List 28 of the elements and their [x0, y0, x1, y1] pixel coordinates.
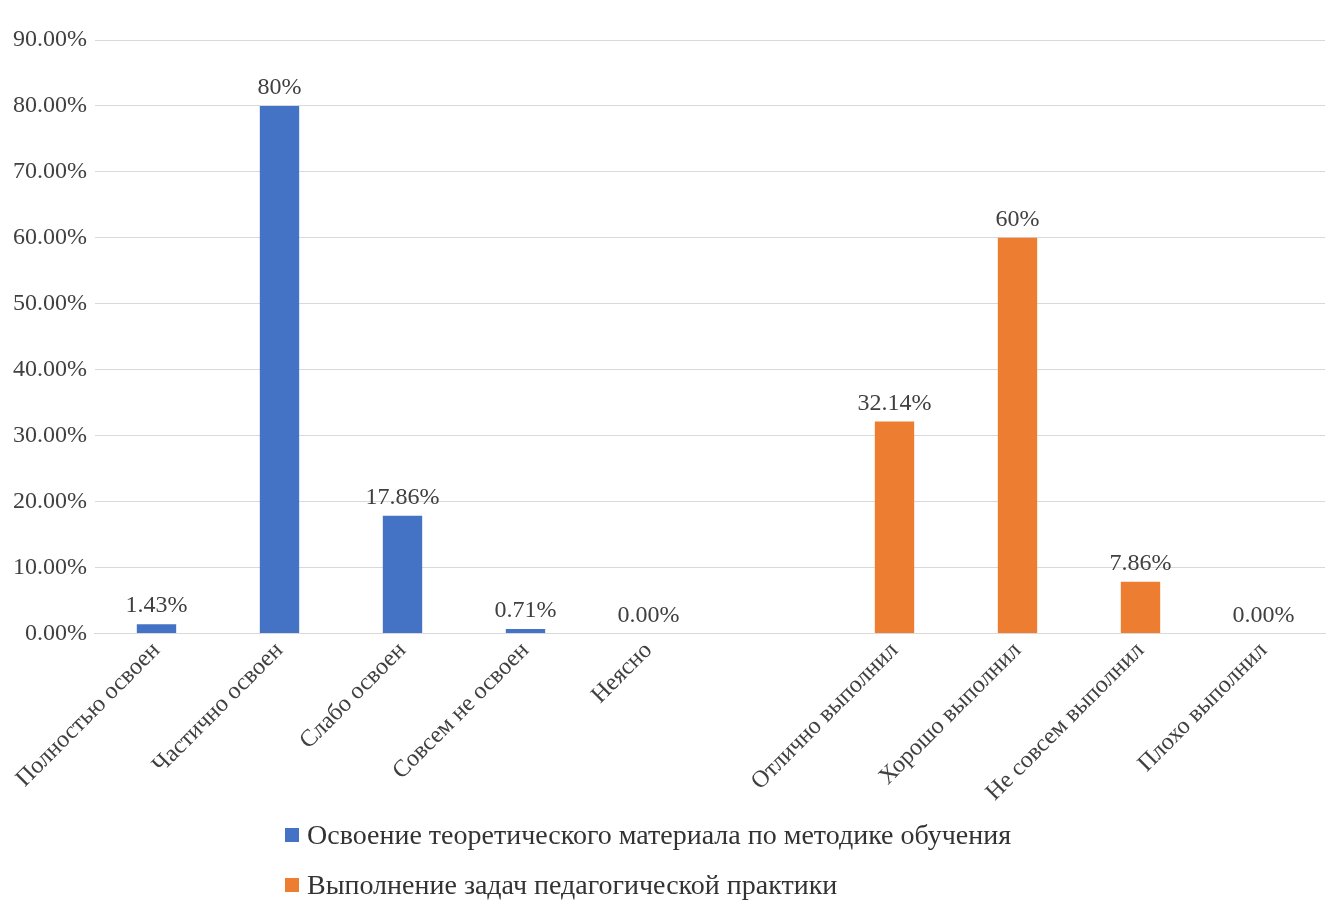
data-label: 7.86% — [1109, 549, 1172, 576]
y-tick-label: 90.00% — [12, 25, 87, 52]
bar — [259, 105, 300, 634]
data-label: 60% — [995, 205, 1040, 232]
y-tick-label: 70.00% — [12, 157, 87, 184]
legend-label: Выполнение задач педагогической практики — [307, 869, 838, 901]
data-label: 0.00% — [1232, 600, 1295, 627]
y-tick-label: 30.00% — [12, 421, 87, 447]
bar — [1120, 581, 1161, 634]
data-label: 17.86% — [365, 483, 440, 510]
y-tick-label: 10.00% — [12, 552, 87, 579]
data-label: 0.00% — [617, 600, 680, 627]
data-label: 1.43% — [125, 591, 188, 618]
bar — [997, 237, 1038, 634]
y-tick-label: 0.00% — [24, 618, 87, 645]
data-label: 32.14% — [857, 388, 932, 415]
legend-label: Освоение теоретического материала по методике обучения — [307, 819, 1012, 851]
y-tick-label: 80.00% — [12, 91, 87, 118]
y-tick-label: 50.00% — [12, 289, 87, 316]
y-tick-label: 20.00% — [12, 486, 87, 513]
bar — [382, 515, 423, 634]
y-tick-label: 60.00% — [12, 223, 87, 250]
bar — [505, 628, 546, 634]
data-label: 0.71% — [494, 596, 557, 623]
bar — [136, 624, 177, 634]
y-tick-label: 40.00% — [12, 355, 87, 382]
bar — [874, 421, 915, 634]
data-label: 80% — [257, 73, 302, 100]
